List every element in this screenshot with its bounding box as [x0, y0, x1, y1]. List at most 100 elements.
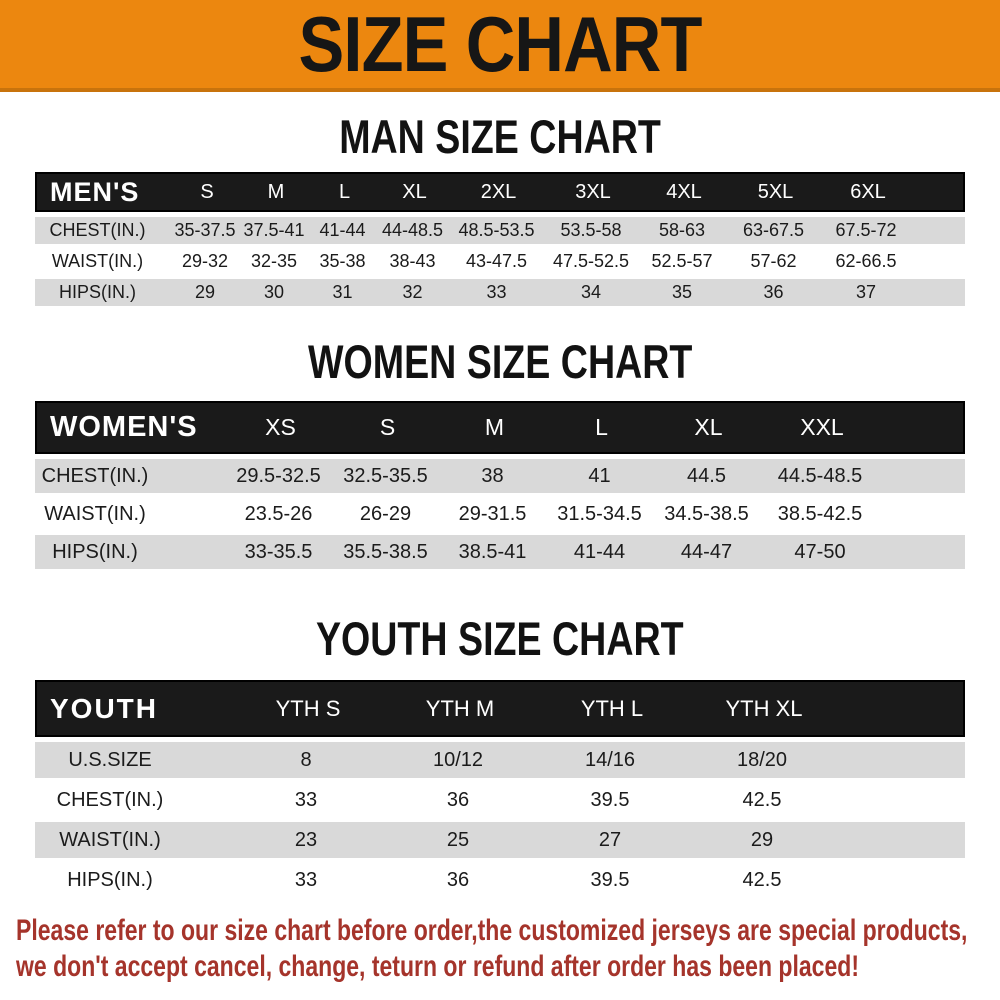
column-header: S — [379, 414, 396, 440]
table-cell: 32-35 — [250, 251, 298, 271]
banner-title: SIZE CHART — [298, 0, 702, 88]
table-row: HIPS(IN.) 29 30 31 32 33 34 35 36 37 — [35, 277, 965, 308]
table-cell: 32.5-35.5 — [343, 464, 428, 487]
table-row: CHEST(IN.) 29.5-32.5 32.5-35.5 38 41 44.5 44.5… — [35, 457, 965, 495]
column-header: 4XL — [666, 180, 702, 203]
table-corner-label: MEN'S — [50, 176, 140, 207]
table-cell: 47-50 — [794, 540, 846, 563]
filler-cell — [880, 497, 965, 531]
row-label: WAIST(IN.) — [59, 828, 161, 851]
table-cell: 35.5-38.5 — [343, 540, 428, 563]
column-header: L — [338, 180, 351, 203]
filler-cell — [838, 822, 965, 858]
table-cell: 38.5-42.5 — [777, 502, 863, 525]
table-row: U.S.SIZE 8 10/12 14/16 18/20 — [35, 740, 965, 780]
table-cell: 33 — [294, 868, 318, 891]
column-header: 6XL — [850, 180, 886, 203]
table-corner-label: YOUTH — [50, 692, 158, 724]
table-cell: 25 — [446, 828, 470, 851]
table-cell: 53.5-58 — [560, 220, 622, 240]
table-cell: 26-29 — [359, 502, 412, 525]
table-cell: 38 — [481, 464, 504, 487]
youth-size-table: YOUTH YTH S YTH M YTH L YTH XL U.S.SIZE 8 10/12… — [35, 680, 965, 900]
disclaimer-line-1: Please refer to our size chart before or… — [16, 914, 968, 947]
table-cell: 43-47.5 — [465, 251, 528, 271]
table-cell: 31 — [332, 282, 353, 302]
table-header-row: WOMEN'S XS S M L XL XXL — [35, 401, 965, 454]
table-cell: 44-47 — [680, 540, 733, 563]
table-cell: 41-44 — [573, 540, 626, 563]
table-header-row: YOUTH YTH S YTH M YTH L YTH XL — [35, 680, 965, 737]
table-cell: 10/12 — [432, 748, 484, 771]
table-row: CHEST(IN.) 35-37.5 37.5-41 41-44 44-48.5 48.5… — [35, 215, 965, 246]
filler-cell — [914, 174, 967, 210]
youth-section: YOUTH SIZE CHART YOUTH YTH S YTH M YTH L YTH… — [0, 615, 1000, 900]
row-label: U.S.SIZE — [68, 748, 152, 771]
table-cell: 48.5-53.5 — [458, 220, 535, 240]
table-cell: 36 — [446, 868, 470, 891]
table-cell: 8 — [300, 748, 312, 771]
table-cell: 32 — [402, 282, 423, 302]
table-cell: 37 — [855, 282, 877, 302]
row-label: WAIST(IN.) — [51, 251, 144, 271]
table-row: CHEST(IN.) 33 36 39.5 42.5 — [35, 780, 965, 820]
filler-cell — [912, 248, 965, 275]
table-cell: 29.5-32.5 — [236, 464, 321, 487]
filler-cell — [880, 459, 965, 493]
table-cell: 29-32 — [181, 251, 229, 271]
column-header: YTH S — [275, 695, 341, 721]
table-cell: 44.5 — [687, 464, 726, 487]
table-cell: 33 — [294, 788, 318, 811]
table-cell: 29 — [750, 828, 774, 851]
column-header: YTH L — [580, 695, 644, 721]
table-row: WAIST(IN.) 23 25 27 29 — [35, 820, 965, 860]
table-cell: 38.5-41 — [458, 540, 527, 563]
table-row: WAIST(IN.) 29-32 32-35 35-38 38-43 43-47.5 47.… — [35, 246, 965, 277]
table-cell: 34 — [580, 282, 602, 302]
table-cell: 14/16 — [584, 748, 636, 771]
table-cell: 27 — [598, 828, 622, 851]
filler-cell — [838, 862, 965, 898]
disclaimer-line-2: we don't accept cancel, change, teturn o… — [16, 950, 859, 983]
table-cell: 36 — [763, 282, 784, 302]
table-cell: 62-66.5 — [835, 251, 897, 271]
column-header: 3XL — [575, 180, 611, 203]
table-cell: 39.5 — [590, 868, 630, 891]
table-cell: 47.5-52.5 — [552, 251, 630, 271]
table-cell: 18/20 — [736, 748, 788, 771]
table-cell: 63-67.5 — [742, 220, 805, 240]
row-label: WAIST(IN.) — [44, 502, 146, 525]
filler-cell — [880, 535, 965, 569]
table-cell: 42.5 — [742, 868, 782, 891]
banner: SIZE CHART — [0, 0, 1000, 92]
column-header: 5XL — [757, 180, 794, 203]
column-header: S — [200, 180, 214, 203]
table-cell: 52.5-57 — [651, 251, 713, 271]
table-cell: 41 — [588, 464, 611, 487]
table-cell: 35-38 — [319, 251, 366, 271]
table-cell: 37.5-41 — [243, 220, 305, 240]
section-heading-text: WOMEN SIZE CHART — [307, 335, 693, 388]
table-cell: 39.5 — [590, 788, 630, 811]
filler-cell — [838, 742, 965, 778]
table-cell: 67.5-72 — [835, 220, 897, 240]
table-cell: 36 — [446, 788, 470, 811]
table-cell: 34.5-38.5 — [664, 502, 749, 525]
column-header: XS — [265, 414, 296, 440]
column-header: YTH M — [425, 695, 495, 721]
filler-cell — [838, 782, 965, 818]
disclaimer: Please refer to our size chart before or… — [0, 913, 1000, 985]
row-label: CHEST(IN.) — [49, 220, 146, 240]
table-row: HIPS(IN.) 33 36 39.5 42.5 — [35, 860, 965, 900]
table-cell: 31.5-34.5 — [557, 502, 642, 525]
section-heading-text: MAN SIZE CHART — [339, 110, 661, 163]
table-row: HIPS(IN.) 33-35.5 35.5-38.5 38.5-41 41-44 44-… — [35, 533, 965, 571]
row-label: HIPS(IN.) — [58, 282, 136, 302]
men-size-table: MEN'S S M L XL 2XL 3XL 4XL 5XL 6XL CHEST(IN.) 35-37… — [35, 172, 965, 308]
table-cell: 23.5-26 — [244, 502, 313, 525]
table-cell: 33-35.5 — [244, 540, 313, 563]
men-section: MAN SIZE CHART MEN'S S M L XL 2XL 3XL 4XL 5XL 6XL… — [0, 113, 1000, 308]
column-header: M — [484, 414, 505, 440]
table-corner-label: WOMEN'S — [50, 411, 198, 443]
